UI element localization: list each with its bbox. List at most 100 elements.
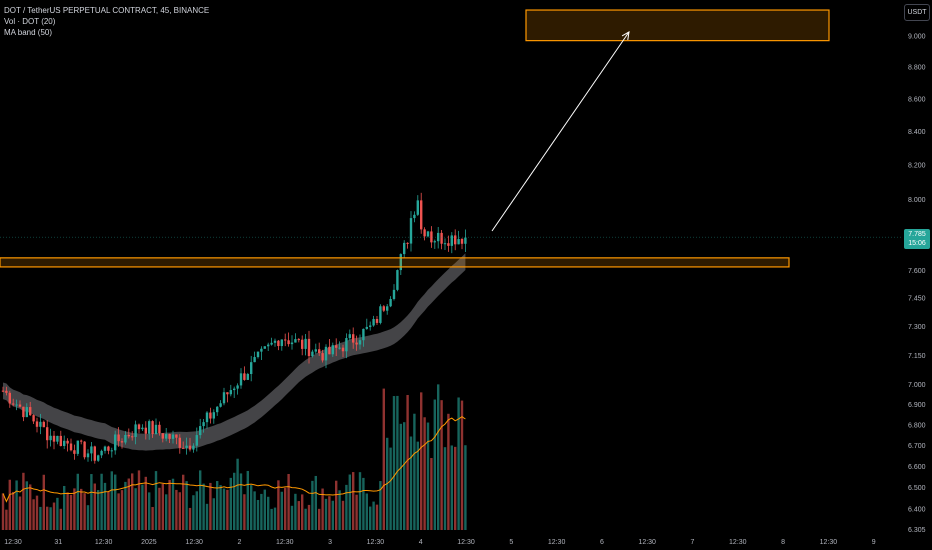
ma-band-indicator-label[interactable]: MA band (50) [4,28,53,37]
candle-body [158,424,161,434]
volume-bar [8,479,11,530]
time-tick-label: 2 [238,539,242,546]
candle-body [335,345,338,348]
volume-bar [15,480,18,530]
candle-body [226,392,229,395]
volume-bar [120,490,124,530]
price-tick-label: 6.500 [908,485,926,492]
price-tick-label: 7.450 [908,296,926,303]
candle-body [290,342,294,345]
candle-body [103,446,107,451]
volume-bar [365,493,368,530]
candle-body [46,427,49,441]
candle-body [287,340,290,345]
time-tick-label: 31 [54,539,62,546]
candle-body [171,434,175,439]
candle-body [284,339,287,341]
candle-body [454,235,457,245]
volume-bar [355,494,358,530]
currency-button[interactable]: USDT [904,4,930,21]
candle-body [362,328,365,341]
candle-body [86,453,90,458]
bar-countdown: 15:06 [908,240,926,247]
volume-indicator-label[interactable]: Vol · DOT (20) [4,17,56,26]
volume-bar [151,506,154,530]
volume-bar [90,474,93,530]
candle-body [154,424,158,435]
volume-bar [450,445,453,530]
candle-body [151,421,154,435]
volume-bar [338,490,341,530]
candle-body [321,353,324,361]
volume-bar [219,485,222,530]
candle-body [192,445,195,450]
volume-bar [433,399,436,530]
candle-body [355,342,358,345]
candle-body [307,338,311,357]
volume-bar [460,400,464,530]
volume-bar [321,488,324,530]
volume-bar [382,388,385,530]
volume-bar [331,500,334,530]
candle-body [399,254,402,271]
candle-body [440,232,443,244]
volume-bar [25,481,28,530]
candle-body [406,242,409,244]
volume-bar [290,505,294,530]
volume-bar [86,505,90,530]
candle-body [389,298,392,307]
volume-bar [192,495,195,530]
volume-bar [83,493,86,530]
candle-body [348,334,351,339]
volume-bar [396,395,399,530]
candle-body [12,403,15,405]
volume-bar [297,501,300,530]
candle-body [219,403,222,407]
candle-body [1,390,5,392]
candle-body [5,390,8,393]
volume-bar [182,474,185,530]
candle-body [52,435,56,442]
candle-body [124,434,127,443]
candle-body [433,241,436,243]
candle-body [188,445,192,450]
price-tick-label: 7.600 [908,268,926,275]
candle-body [243,373,246,380]
candle-body [396,270,399,290]
symbol-title[interactable]: DOT / TetherUS PERPETUAL CONTRACT, 45, B… [4,6,210,15]
volume-bar [161,483,164,530]
volume-bar [324,498,328,530]
volume-bar [307,504,311,530]
candle-body [32,415,35,422]
candle-body [426,231,430,237]
candle-body [144,427,147,434]
volume-bar [110,471,113,530]
volume-bar [420,392,423,530]
candle-body [185,445,188,448]
volume-bar [229,477,232,530]
price-tick-label: 6.800 [908,422,926,429]
time-tick-label: 2025 [141,539,157,546]
candle-body [464,237,467,244]
volume-bar [443,447,447,530]
candle-body [324,346,328,361]
volume-bar [341,500,345,530]
candle-body [328,346,331,355]
price-tick-label: 7.000 [908,382,926,389]
volume-bar [437,384,440,530]
candle-body [114,434,117,451]
trend-arrow [491,31,630,232]
volume-bar [199,470,202,530]
volume-bar [423,417,426,530]
candle-body [209,412,212,419]
volume-bar [29,484,32,530]
candle-body [277,340,280,347]
candle-body [318,349,321,354]
volume-bar [171,478,175,530]
volume-bar [389,447,392,530]
price-tick-label: 6.600 [908,464,926,471]
volume-bar [413,413,416,530]
volume-bar [127,478,130,530]
